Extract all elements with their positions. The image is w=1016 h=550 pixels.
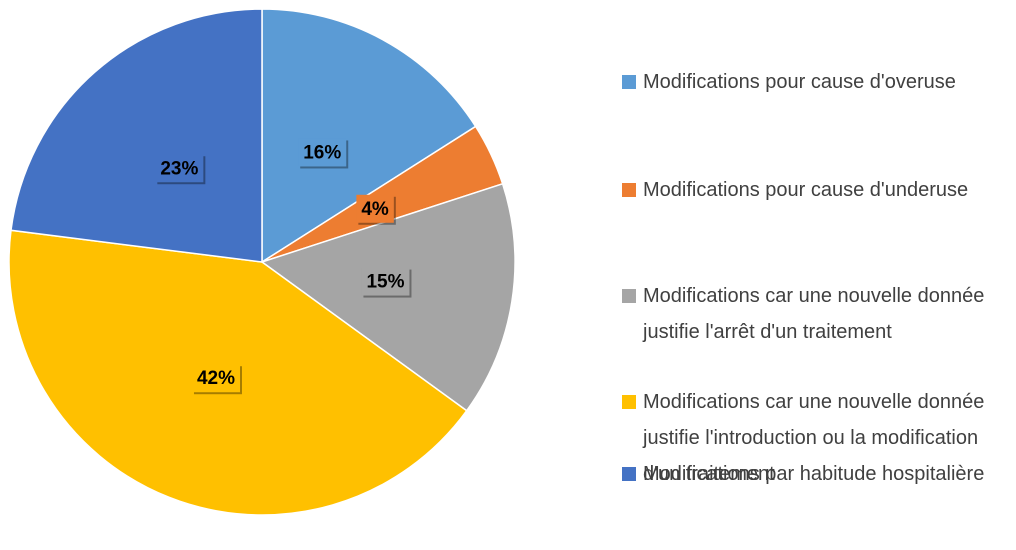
data-label-box (191, 364, 241, 393)
data-label: 15% (366, 272, 404, 293)
legend-entry: Modifications car une nouvelle donnée ju… (622, 384, 992, 492)
legend-label: Modifications car une nouvelle donnée ju… (643, 285, 985, 343)
pie: 16% 4% 15% 42% 23% (8, 8, 516, 516)
legend-entry: Modifications car une nouvelle donnée ju… (622, 278, 992, 350)
data-label: 42% (197, 368, 235, 389)
legend-label: Modifications pour cause d'overuse (643, 71, 956, 93)
legend-swatch (622, 183, 636, 197)
data-label-box (361, 267, 410, 296)
legend-swatch (622, 467, 636, 481)
legend-entry: Modifications par habitude hospitalière (622, 456, 992, 492)
legend-label: Modifications pour cause d'underuse (643, 179, 969, 201)
data-label-box (298, 138, 347, 167)
legend-entry: Modifications pour cause d'underuse (622, 172, 992, 208)
legend-swatch (622, 395, 636, 409)
pie-slice (261, 8, 477, 264)
legend-label: Modifications car une nouvelle donnée ju… (643, 391, 985, 485)
legend-entry: Modifications pour cause d'overuse (622, 64, 992, 100)
data-label: 4% (361, 199, 389, 220)
data-label: 16% (303, 142, 341, 163)
data-label-box (356, 194, 394, 223)
legend-swatch (622, 289, 636, 303)
legend-label: Modifications par habitude hospitalière (643, 463, 985, 485)
pie-slice (10, 8, 263, 263)
data-label-box (155, 154, 204, 183)
pie-slice (260, 182, 516, 412)
data-label: 23% (160, 158, 198, 179)
legend-swatch (622, 75, 636, 89)
